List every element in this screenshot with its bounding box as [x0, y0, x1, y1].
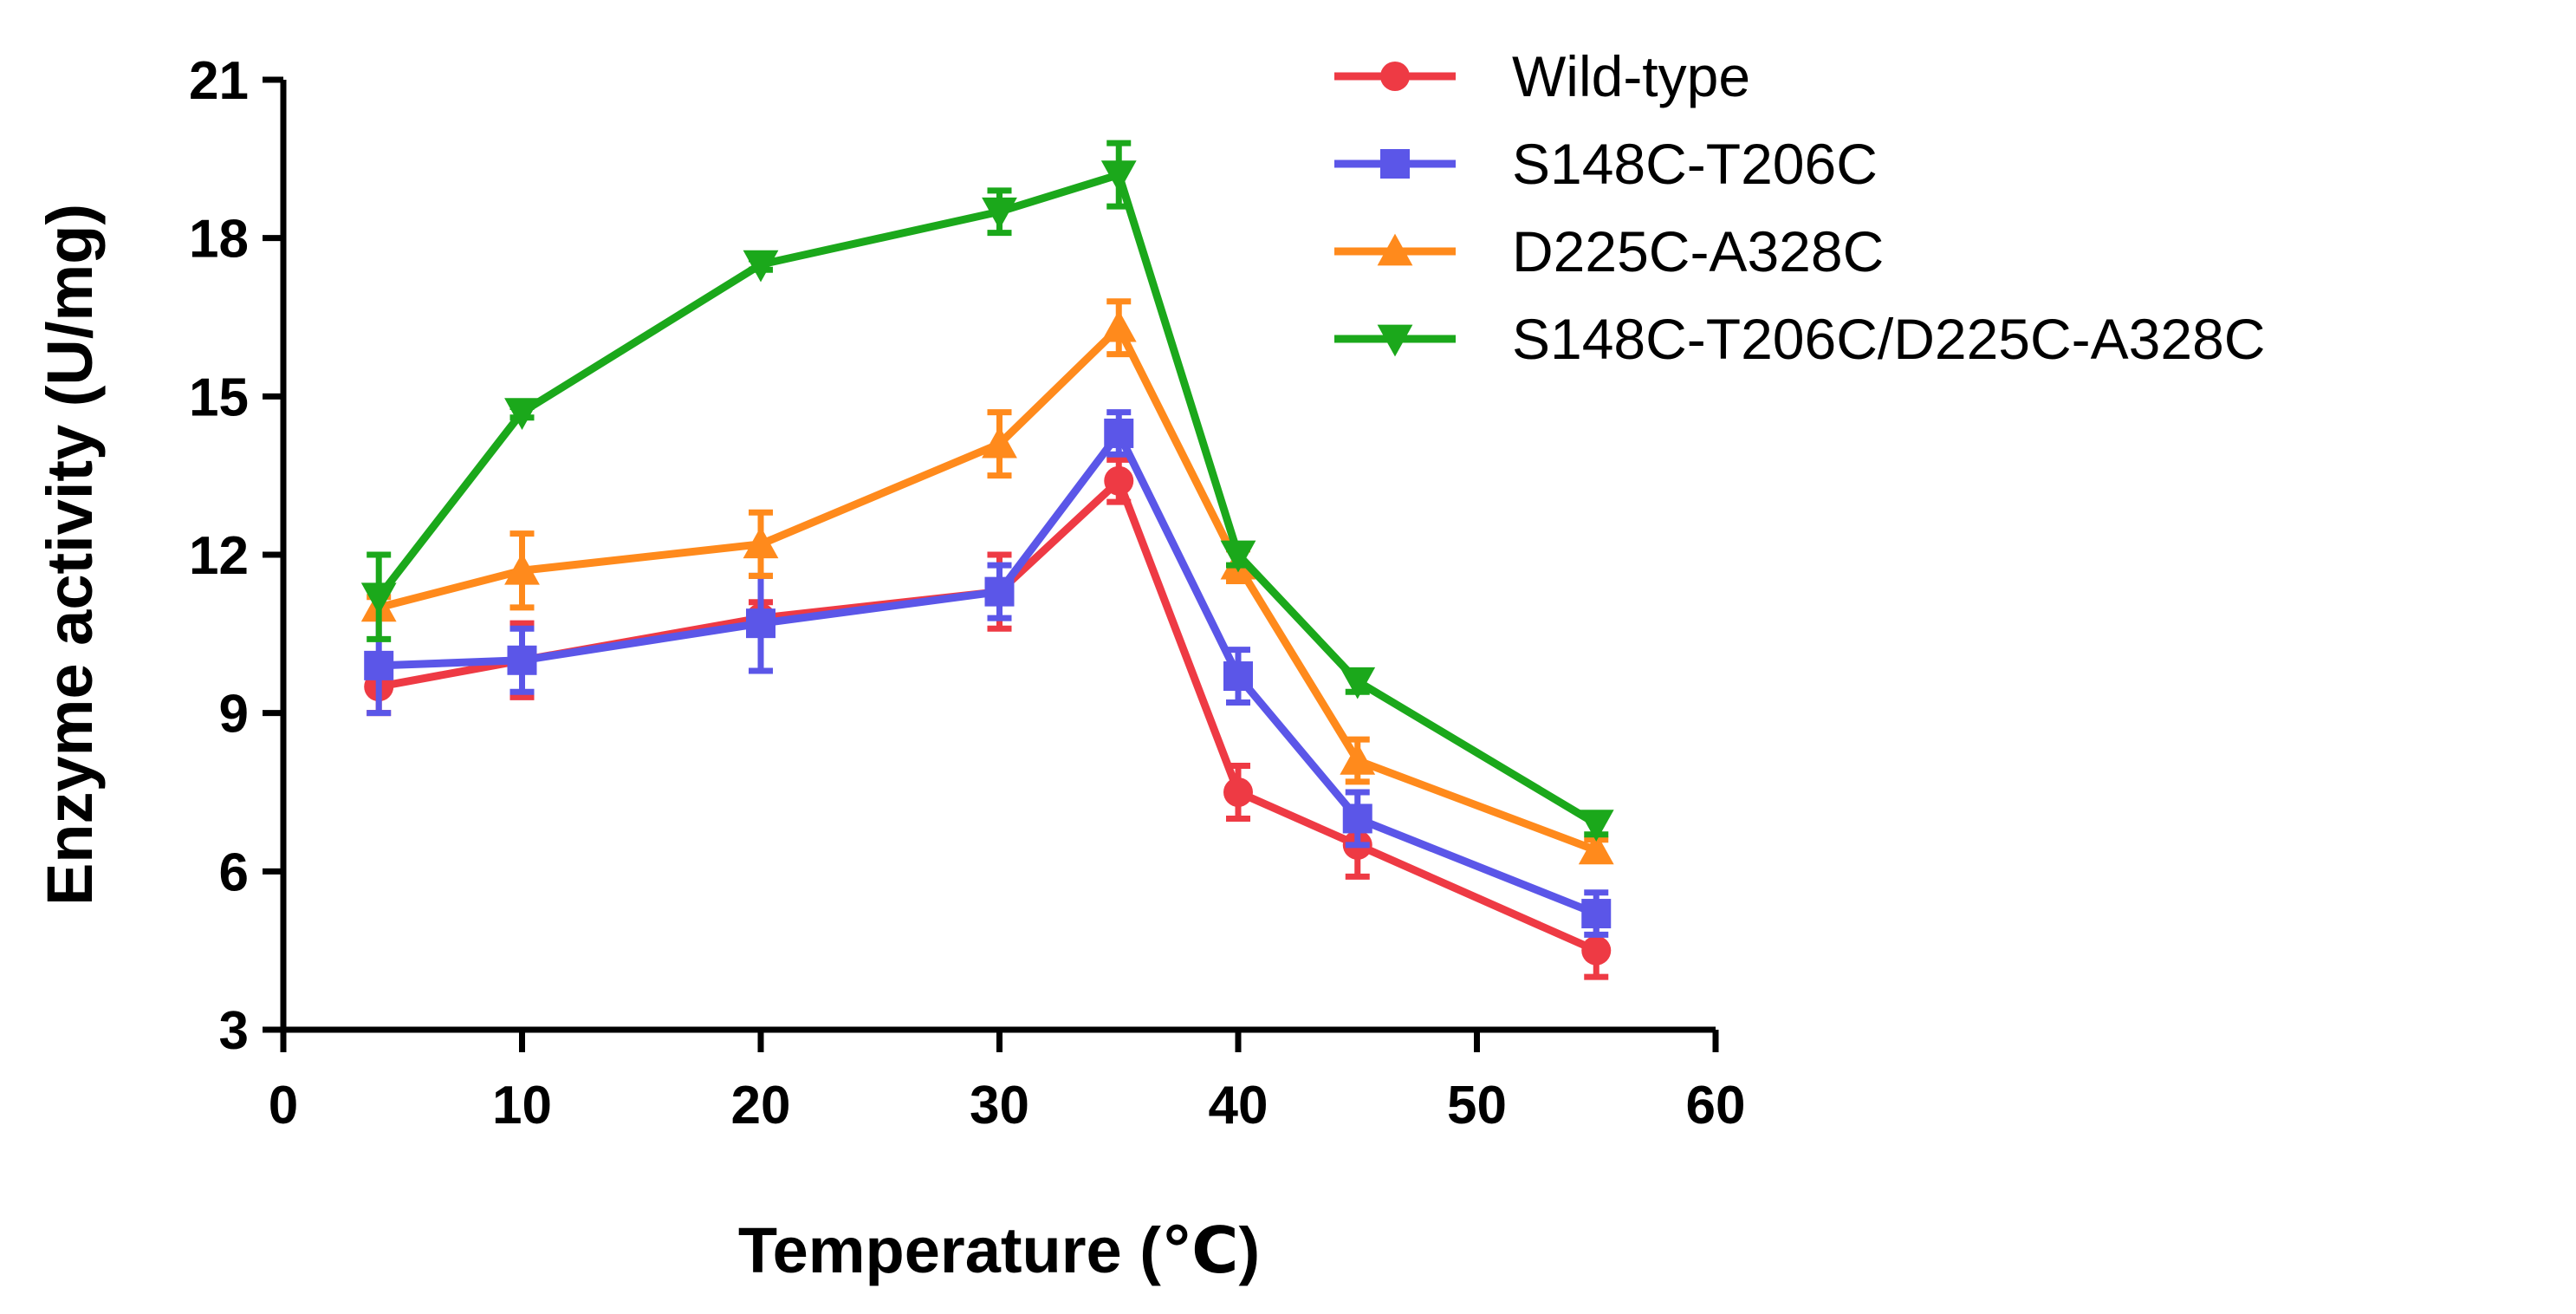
- legend-swatch-marker: [1377, 233, 1413, 266]
- data-point: [743, 526, 779, 559]
- plot-area: [360, 140, 1614, 980]
- legend-label: D225C-A328C: [1512, 219, 1884, 283]
- legend-item: S148C-T206C: [1334, 132, 1878, 196]
- data-point: [982, 197, 1017, 230]
- data-point: [507, 645, 537, 675]
- data-point: [1223, 661, 1253, 692]
- y-tick-label: 9: [219, 685, 249, 745]
- data-point: [504, 552, 540, 585]
- data-point: [1578, 810, 1614, 842]
- x-tick-label: 60: [1686, 1076, 1746, 1135]
- legend-swatch-marker: [1377, 324, 1413, 357]
- legend-swatch-marker: [1380, 62, 1410, 91]
- data-point: [1104, 418, 1134, 448]
- y-tick-label: 6: [219, 842, 249, 902]
- y-axis-title: Enzyme activity (U/mg): [34, 204, 106, 906]
- legend-label: Wild-type: [1512, 44, 1750, 108]
- x-tick-label: 0: [269, 1076, 298, 1135]
- data-point: [360, 582, 397, 615]
- y-tick-label: 12: [189, 526, 249, 586]
- data-point: [1340, 743, 1376, 775]
- y-tick-label: 21: [189, 51, 249, 111]
- x-ticks: 0 10 20 30 40 50 60: [269, 1030, 1746, 1135]
- y-tick-label: 18: [189, 210, 249, 270]
- y-tick-label: 3: [219, 1001, 249, 1061]
- data-point: [364, 650, 394, 680]
- x-axis-title: Temperature (℃): [738, 1214, 1260, 1286]
- data-point: [1581, 899, 1612, 929]
- data-point: [1342, 803, 1372, 834]
- legend-item: S148C-T206C/D225C-A328C: [1334, 307, 2265, 371]
- x-tick-label: 50: [1447, 1076, 1507, 1135]
- series-line: [378, 323, 1598, 855]
- legend-label: S148C-T206C: [1512, 132, 1878, 196]
- data-point: [746, 608, 775, 639]
- data-point: [504, 398, 540, 430]
- data-point: [1104, 465, 1134, 496]
- x-tick-label: 20: [731, 1076, 791, 1135]
- data-point: [743, 250, 779, 283]
- series-2: [364, 409, 1612, 938]
- x-tick-label: 30: [970, 1076, 1029, 1135]
- data-point: [982, 426, 1017, 459]
- data-point: [1578, 832, 1614, 865]
- legend-item: D225C-A328C: [1334, 219, 1884, 283]
- series-line: [379, 429, 1598, 918]
- data-point: [1340, 667, 1376, 699]
- series-4: [360, 140, 1614, 842]
- legend-label: S148C-T206C/D225C-A328C: [1512, 307, 2265, 371]
- legend-item: Wild-type: [1334, 44, 1750, 108]
- data-point: [1581, 935, 1612, 966]
- axes: 3 6 9 12 15 18 21 0 10 20 30 40 50 60: [189, 51, 1745, 1135]
- data-point: [1100, 309, 1137, 342]
- y-tick-label: 15: [189, 368, 249, 427]
- legend-swatch-marker: [1380, 149, 1410, 179]
- x-tick-label: 10: [492, 1076, 552, 1135]
- y-ticks: 3 6 9 12 15 18 21: [189, 51, 283, 1061]
- legend: Wild-type S148C-T206C D225C-A328C S148C-T20…: [1334, 44, 2265, 371]
- data-point: [1100, 160, 1137, 192]
- data-point: [1223, 777, 1253, 807]
- data-point: [984, 576, 1015, 607]
- x-tick-label: 40: [1209, 1076, 1269, 1135]
- data-point: [1220, 540, 1256, 573]
- series-line: [375, 171, 1599, 828]
